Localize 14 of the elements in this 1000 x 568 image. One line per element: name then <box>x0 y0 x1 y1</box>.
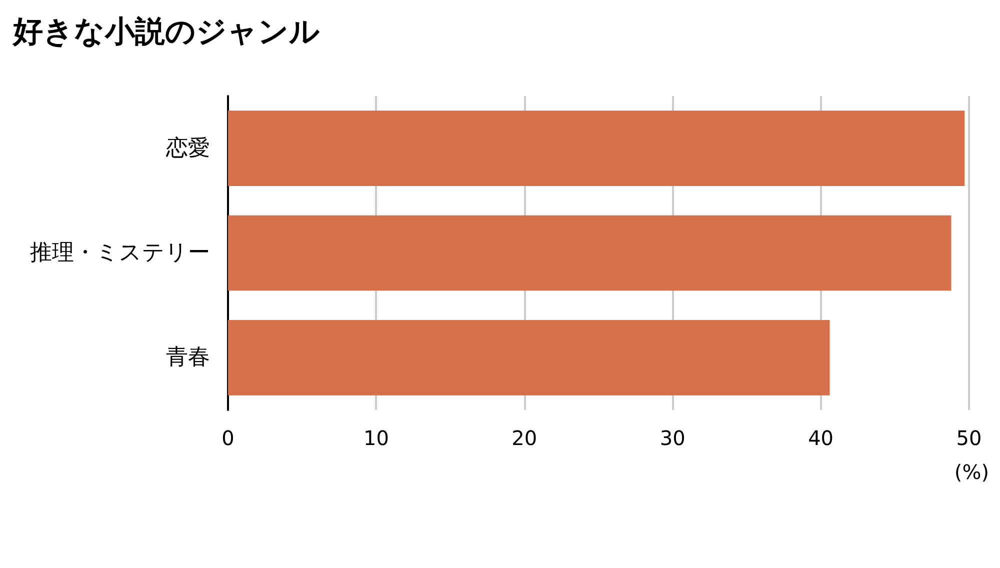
x-tick-label: 0 <box>222 426 234 450</box>
bar <box>228 215 952 291</box>
x-axis-title: (%) <box>954 460 989 484</box>
y-tick-label: 推理・ミステリー <box>30 240 210 266</box>
y-tick-label: 恋愛 <box>165 136 210 161</box>
x-tick-label: 30 <box>660 426 686 450</box>
chart-title: 好きな小説のジャンル <box>12 14 320 50</box>
x-tick-label: 40 <box>808 426 834 450</box>
bar <box>228 110 965 186</box>
bar <box>228 320 830 396</box>
x-tick-label: 50 <box>956 426 982 450</box>
x-tick-label: 20 <box>512 426 538 450</box>
x-tick-label: 10 <box>363 426 389 450</box>
y-tick-label: 青春 <box>166 345 210 370</box>
